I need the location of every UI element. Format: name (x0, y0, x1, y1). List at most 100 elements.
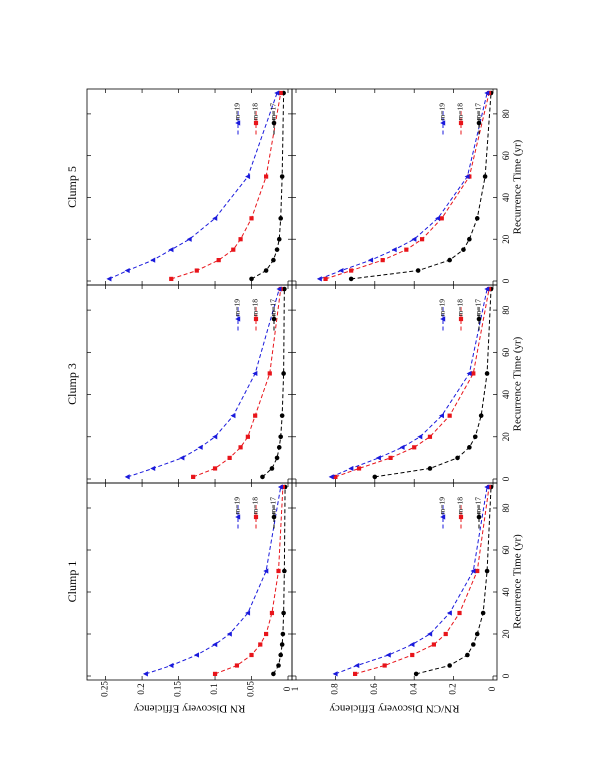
data-point-m=17 (282, 568, 287, 574)
data-point-m=18 (238, 445, 243, 450)
data-point-m=17 (480, 610, 486, 616)
data-point-m=19 (368, 257, 374, 263)
data-point-m=18 (238, 237, 243, 242)
data-point-m=19 (186, 236, 192, 242)
data-point-m=19 (168, 662, 174, 669)
legend-label-m=17: m=17 (269, 497, 278, 515)
legend-marker-m=17 (476, 514, 482, 520)
data-point-m=17 (482, 174, 488, 179)
x-tick-label: 60 (501, 347, 511, 357)
legend-label-m=17: m=17 (474, 497, 483, 515)
legend-label-m=18: m=18 (251, 497, 260, 515)
x-tick-label: 40 (501, 390, 511, 400)
data-point-m=18 (278, 90, 283, 96)
data-point-m=17 (447, 257, 452, 263)
data-point-m=19 (230, 413, 236, 419)
legend-label-m=17: m=17 (474, 103, 483, 121)
y-tick-label: 0.25 (100, 681, 110, 697)
data-point-m=17 (280, 631, 286, 637)
data-point-m=19 (193, 652, 199, 658)
data-point-m=19 (150, 257, 156, 263)
y-tick-label: 0.4 (408, 683, 418, 695)
panel-2-rn: m=17 m=18 m=19 (86, 284, 293, 484)
data-point-m=19 (212, 215, 218, 221)
data-point-m=19 (391, 247, 397, 253)
data-point-m=19 (274, 90, 280, 96)
series-line-m=19 (331, 288, 488, 478)
panel-1-rn: 0 0.05 0.1 0.15 0.2 0.25 m=17 m=18 m=19 (86, 482, 293, 697)
y-tick-label: 0.8 (329, 683, 339, 695)
data-point-m=17 (467, 236, 472, 242)
data-point-m=18 (388, 455, 393, 460)
data-point-m=18 (404, 247, 409, 252)
legend-label-m=18: m=18 (456, 103, 465, 121)
data-point-m=18 (410, 652, 415, 658)
data-point-m=17 (474, 631, 480, 637)
legend-marker-m=17 (271, 316, 277, 322)
data-point-m=19 (354, 662, 360, 669)
y-tick-label: 0.2 (136, 683, 146, 694)
legend-marker-m=18 (458, 514, 464, 520)
data-point-m=17 (484, 371, 490, 376)
y-tick-label: 0.15 (173, 681, 183, 697)
data-point-m=19 (150, 465, 156, 472)
data-point-m=18 (349, 268, 354, 273)
data-point-m=19 (245, 610, 251, 616)
panel-frame (86, 482, 293, 681)
data-point-m=19 (124, 267, 130, 274)
data-point-m=19 (446, 610, 452, 616)
y-tick-label: 0 (282, 686, 292, 691)
data-point-m=18 (431, 642, 436, 647)
legend-label-m=18: m=18 (251, 299, 260, 317)
data-point-m=19 (470, 568, 476, 574)
data-point-m=19 (277, 484, 283, 490)
series-line-m=17 (416, 486, 492, 675)
x-tick-label: 0 (501, 476, 511, 481)
data-point-m=19 (411, 236, 417, 242)
data-point-m=17 (465, 652, 470, 658)
column-title-clump-3: Clump 3 (65, 363, 79, 405)
data-point-m=18 (333, 474, 338, 479)
data-point-m=19 (417, 434, 423, 440)
data-point-m=17 (276, 663, 281, 668)
data-point-m=17 (461, 247, 466, 252)
data-point-m=18 (253, 413, 258, 418)
column-titles: Clump 1 Clump 3 Clump 5 (65, 166, 79, 602)
y-axis-label-top: RN Discovery Efficiency (133, 702, 245, 714)
data-point-m=19 (409, 641, 415, 648)
data-point-m=18 (234, 663, 240, 668)
data-point-m=19 (142, 671, 148, 677)
legend-marker-m=17 (476, 120, 482, 126)
data-point-m=17 (415, 268, 421, 273)
legend-label-m=19: m=19 (438, 103, 447, 121)
series-line-m=18 (171, 92, 282, 280)
series-line-m=19 (109, 92, 278, 280)
data-point-m=19 (484, 286, 490, 292)
legend-marker-m=18 (458, 120, 464, 126)
data-point-m=17 (455, 455, 460, 461)
x-axis-label-col-2: Recurrence Time (yr) (512, 336, 524, 431)
data-point-m=18 (216, 258, 221, 263)
data-point-m=17 (274, 455, 280, 461)
data-point-m=17 (447, 663, 452, 668)
legend-marker-m=19 (440, 316, 446, 322)
data-point-m=19 (338, 267, 344, 274)
data-point-m=17 (278, 652, 284, 658)
legend-marker-m=18 (458, 316, 464, 322)
data-point-m=18 (353, 671, 358, 676)
column-title-clump-5: Clump 5 (65, 166, 79, 208)
panel-3-rncn: 0 20 40 60 80 m=17 m=18 m=19 (291, 88, 511, 286)
legend-marker-m=17 (476, 316, 482, 322)
data-point-m=18 (264, 174, 269, 179)
series-line-m=17 (251, 92, 285, 280)
legend-marker-m=17 (271, 514, 277, 520)
panel-2-rncn: 0 20 40 60 80 m=17 m=18 m=19 (291, 284, 511, 484)
legend-marker-m=19 (235, 316, 241, 322)
legend-marker-m=17 (271, 120, 277, 126)
data-point-m=17 (427, 466, 433, 471)
data-point-m=17 (276, 236, 282, 242)
data-point-m=18 (249, 652, 254, 658)
x-tick-label: 0 (501, 278, 511, 283)
data-point-m=19 (212, 641, 218, 648)
